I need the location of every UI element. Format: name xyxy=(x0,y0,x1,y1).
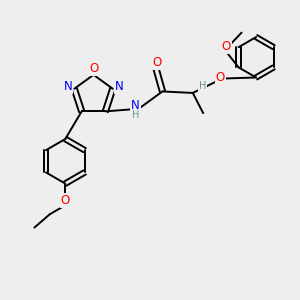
Text: N: N xyxy=(115,80,124,93)
Text: O: O xyxy=(152,56,161,69)
Text: O: O xyxy=(221,40,231,53)
Text: O: O xyxy=(89,62,99,75)
Text: N: N xyxy=(131,99,140,112)
Text: O: O xyxy=(215,71,225,84)
Text: N: N xyxy=(63,80,72,93)
Text: H: H xyxy=(199,81,206,92)
Text: H: H xyxy=(132,110,140,120)
Text: O: O xyxy=(61,194,70,207)
